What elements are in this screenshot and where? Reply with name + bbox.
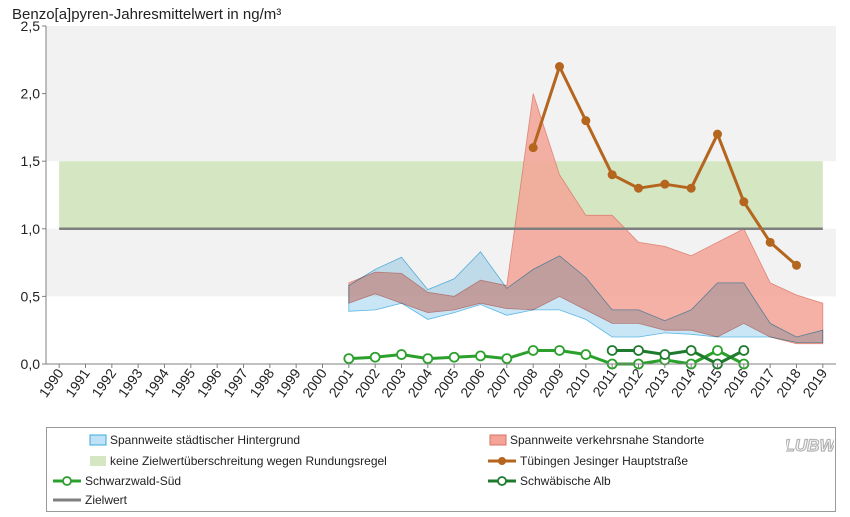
legend-line-gray	[53, 498, 81, 502]
legend-swatch-green	[90, 456, 106, 466]
data-point-schwarzwald	[369, 351, 381, 363]
x-tick-label: 2012	[615, 365, 646, 400]
rounding-rule-band	[59, 161, 823, 229]
data-point-tuebingen	[765, 237, 775, 247]
x-tick-label: 2007	[483, 365, 514, 400]
legend-item-rundung: keine Zielwertüberschreitung wegen Rundu…	[89, 453, 387, 469]
x-tick-label: 1993	[115, 365, 146, 400]
x-tick-label: 2008	[510, 365, 541, 400]
x-tick-label: 1999	[273, 365, 304, 400]
legend-label: keine Zielwertüberschreitung wegen Rundu…	[110, 454, 387, 468]
x-tick-label: 2000	[299, 365, 330, 400]
legend-label: Spannweite städtischer Hintergrund	[110, 433, 301, 447]
y-tick-label: 0,0	[21, 356, 41, 372]
legend-item-tuebingen: Tübingen Jesinger Hauptstraße	[487, 453, 688, 469]
data-point-tuebingen	[792, 260, 801, 270]
legend-swatch-red	[489, 434, 507, 446]
x-tick-label: 2010	[562, 365, 593, 400]
x-tick-label: 2014	[668, 365, 699, 400]
data-point-tuebingen	[634, 183, 643, 193]
x-tick-label: 2004	[404, 365, 435, 400]
x-tick-label: 2005	[431, 365, 462, 400]
legend-label: Tübingen Jesinger Hauptstraße	[520, 454, 689, 468]
data-point-alb	[633, 345, 644, 356]
y-tick-label: 1,5	[21, 153, 41, 169]
x-tick-label: 1995	[167, 365, 198, 400]
x-tick-label: 2001	[325, 365, 356, 400]
legend-item-stadt: Spannweite städtischer Hintergrund	[89, 432, 300, 448]
y-tick-label: 0,5	[21, 288, 41, 304]
x-tick-label: 2013	[641, 365, 672, 400]
background-band	[46, 93, 836, 162]
data-point-alb	[738, 345, 750, 356]
plot-background-bands	[46, 26, 836, 297]
background-band	[46, 26, 836, 94]
data-point-schwarzwald	[343, 353, 355, 364]
series-line-schwarzwald	[348, 349, 745, 366]
legend-label: Schwarzwald-Süd	[85, 474, 182, 488]
data-point-tuebingen	[555, 62, 564, 72]
legend-line-brown	[488, 457, 516, 465]
x-tick-label: 2011	[589, 365, 619, 399]
legend-label: Schwäbische Alb	[520, 474, 611, 488]
data-point-schwarzwald	[580, 349, 592, 360]
x-tick-label: 2006	[457, 365, 488, 400]
x-tick-label: 1992	[88, 365, 119, 400]
data-point-schwarzwald	[554, 345, 565, 356]
data-point-schwarzwald	[712, 345, 723, 356]
data-point-tuebingen	[607, 170, 617, 180]
data-point-tuebingen	[528, 143, 538, 153]
plot-lines	[59, 62, 823, 370]
legend-swatch-blue	[89, 434, 107, 446]
legend-label: Zielwert	[85, 493, 128, 507]
legend-label: Spannweite verkehrsnahe Standorte	[510, 433, 705, 447]
data-point-tuebingen	[686, 183, 696, 193]
legend-item-schwarzwald: Schwarzwald-Süd	[52, 473, 181, 489]
x-tick-label: 2018	[773, 365, 804, 400]
chart-title: Benzo[a]pyren-Jahresmittelwert in ng/m³	[12, 6, 281, 23]
chart: Benzo[a]pyren-Jahresmittelwert in ng/m³ …	[12, 6, 836, 400]
x-tick-label: 2003	[378, 365, 409, 400]
data-point-schwarzwald	[527, 345, 539, 356]
legend-item-zielwert: Zielwert	[52, 492, 127, 508]
x-tick-label: 1996	[194, 365, 225, 400]
x-tick-label: 2017	[747, 365, 778, 400]
lubw-logo: LUBW	[786, 435, 834, 455]
data-point-alb	[685, 345, 697, 356]
data-point-tuebingen	[739, 197, 749, 207]
legend-item-alb: Schwäbische Alb	[487, 473, 611, 489]
legend: Spannweite städtischer Hintergrund Spann…	[46, 427, 836, 512]
data-point-tuebingen	[713, 129, 722, 139]
x-tick-label: 2002	[352, 365, 383, 400]
data-point-schwarzwald	[422, 353, 434, 364]
x-tick-label: 2009	[536, 365, 567, 400]
plot-areas	[59, 93, 824, 345]
x-tick-label: 1991	[62, 365, 93, 400]
data-point-schwarzwald	[475, 350, 486, 362]
data-point-schwarzwald	[501, 353, 513, 364]
data-point-schwarzwald	[448, 351, 460, 363]
x-tick-label: 2015	[694, 365, 725, 400]
urban-background-range-area	[348, 251, 824, 343]
data-point-schwarzwald	[396, 349, 407, 360]
y-tick-label: 2,0	[21, 86, 41, 102]
x-tick-label: 1994	[141, 365, 172, 400]
legend-line-green-open	[53, 476, 81, 486]
x-tick-label: 2016	[720, 365, 751, 400]
legend-line-darkgreen-open	[488, 476, 516, 486]
data-point-alb	[659, 349, 671, 360]
x-tick-label: 2019	[799, 365, 830, 400]
logo-text: LUBW	[786, 436, 834, 455]
y-tick-label: 1,0	[21, 221, 41, 237]
x-tick-label: 1990	[36, 365, 67, 400]
data-point-tuebingen	[660, 179, 670, 189]
legend-item-verkehr: Spannweite verkehrsnahe Standorte	[489, 432, 704, 448]
x-tick-label: 1997	[220, 365, 251, 400]
data-point-tuebingen	[581, 116, 591, 126]
y-tick-label: 2,5	[21, 18, 41, 34]
data-point-alb	[606, 345, 618, 356]
x-tick-label: 1998	[246, 365, 277, 400]
